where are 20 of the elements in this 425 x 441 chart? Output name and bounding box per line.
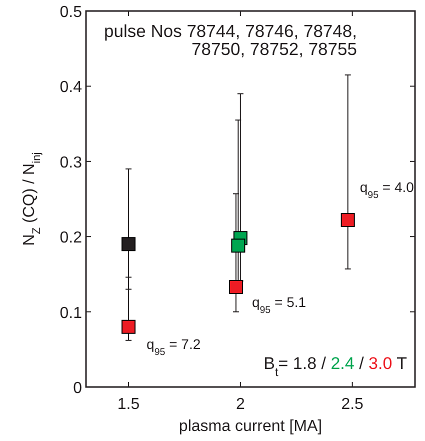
x-tick-label: 1.5 [117, 396, 140, 413]
y-tick-label: 0.1 [60, 304, 82, 322]
y-tick-label: 0.2 [60, 230, 82, 247]
point [122, 320, 136, 334]
point [340, 213, 355, 228]
y-tick-label: 0 [73, 380, 82, 397]
annotation: B$_{t}$= 1.8 / 2.4 / 3.0 T [264, 354, 407, 379]
annotation: q$_{95}$ = 7.2 [146, 336, 201, 358]
y-tick-label: 0.4 [60, 79, 82, 96]
x-axis-title: plasma current [MA] [178, 418, 322, 435]
annotation: pulse Nos 78744, 78746, 78748, 78750, 78752, 78755 [104, 21, 357, 59]
point [231, 238, 246, 253]
annotation: q$_{95}$ = 4.0 [360, 179, 414, 201]
x-tick-label: 2.5 [341, 396, 364, 413]
annotation: q$_{95}$ = 5.1 [252, 294, 306, 316]
point [122, 237, 136, 252]
y-tick-label: 0.5 [60, 4, 82, 21]
point [228, 280, 243, 294]
x-tick-label: 2 [236, 396, 245, 413]
y-tick-label: 0.3 [60, 154, 82, 172]
